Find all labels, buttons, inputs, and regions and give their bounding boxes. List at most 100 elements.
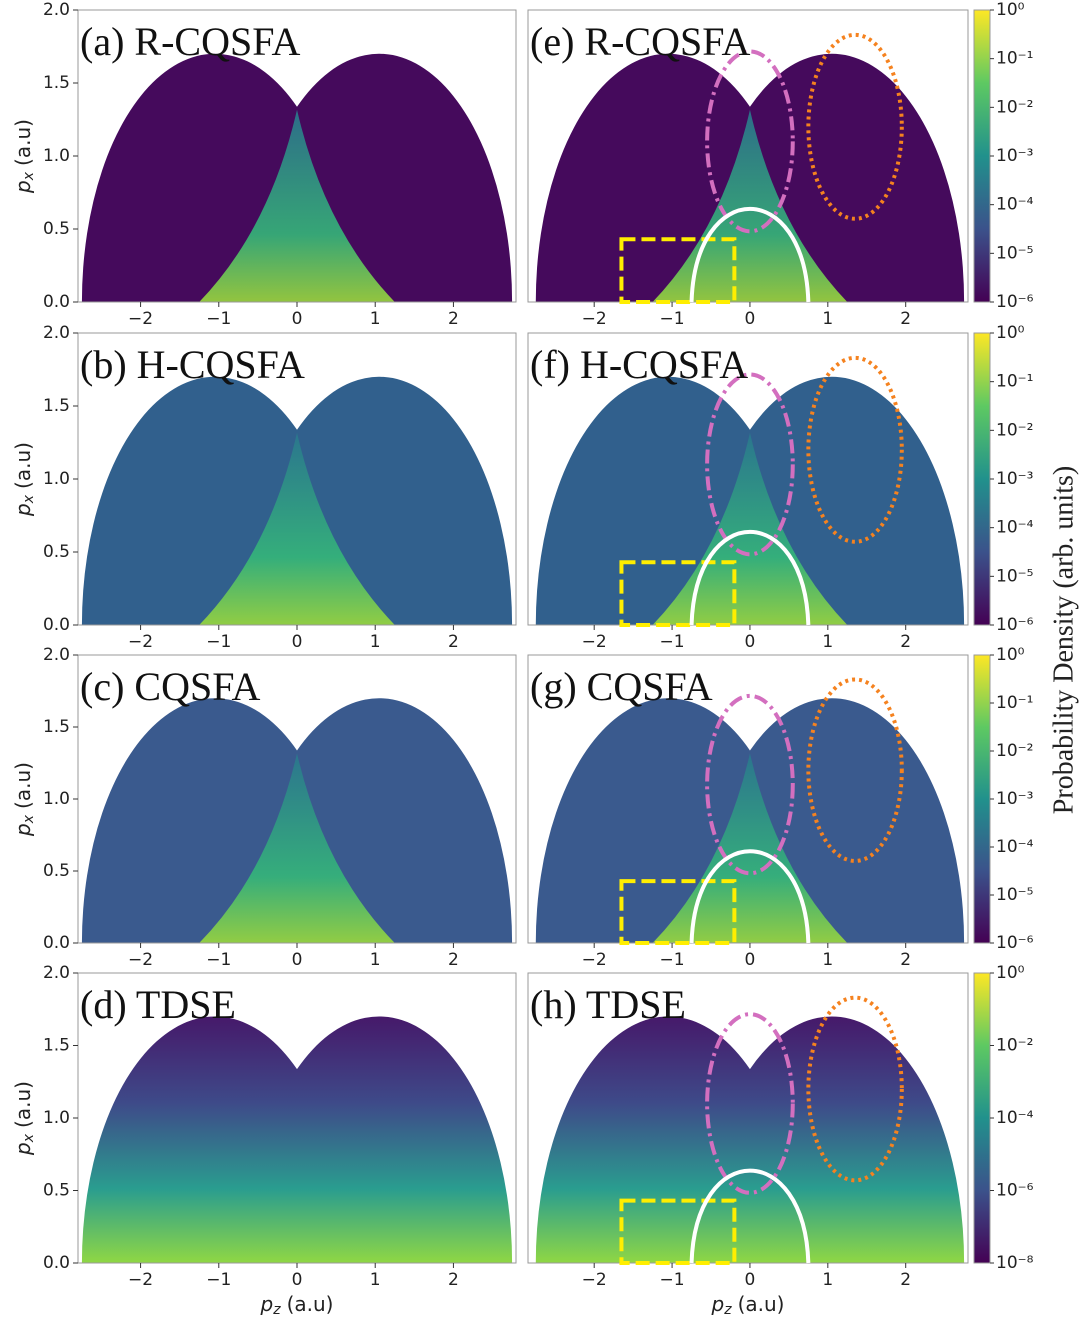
x-tick-label: 1 [370,950,381,970]
colorbar-tick-label: 10⁻² [996,1036,1033,1056]
colorbar-tick-label: 10⁻³ [996,789,1033,809]
y-axis-label: px(a.u) [11,442,38,517]
panel [535,1016,965,1263]
colorbar-tick-label: 10⁰ [996,323,1025,343]
y-axis-label: px(a.u) [11,1081,38,1156]
colorbar-tick-label: 10⁻¹ [996,49,1033,69]
panel-title: (b) H-CQSFA [80,342,305,387]
y-tick-label: 2.0 [43,645,70,665]
annotation-box [619,879,737,946]
colorbar [973,332,991,626]
colorbar-tick-label: 10⁰ [996,963,1025,983]
colorbar [973,654,991,944]
x-axis-label: pz (a.u) [260,1292,334,1319]
annotation-ellipse [806,32,904,221]
panel [81,1016,513,1263]
panel-title: (c) CQSFA [80,664,260,709]
y-tick-label: 1.0 [43,789,70,809]
x-tick-label: 2 [448,950,459,970]
colorbar [973,9,991,303]
annotation-arc [689,849,811,944]
x-tick-label: −2 [582,1270,607,1290]
panel [535,53,965,302]
x-tick-label: 2 [448,632,459,652]
x-tick-label: −1 [660,1270,685,1290]
colorbar-tick-label: 10⁻⁴ [996,1108,1034,1128]
x-tick-label: 1 [822,950,833,970]
colorbar-tick-label: 10⁻² [996,741,1033,761]
x-tick-label: −2 [128,1270,153,1290]
x-tick-label: 2 [448,309,459,329]
x-tick-label: 0 [292,632,303,652]
colorbar-tick-label: 10⁻³ [996,469,1033,489]
x-tick-label: −1 [206,950,231,970]
density-core [199,753,395,943]
x-tick-label: −2 [128,950,153,970]
density-region [535,1016,965,1263]
colorbar-tick-label: 10⁻⁴ [996,195,1034,215]
colorbar-tick-label: 10⁻⁵ [996,566,1033,586]
x-tick-label: 0 [745,950,756,970]
y-tick-label: 0.5 [43,861,70,881]
y-axis-label: px(a.u) [11,762,38,837]
panel [81,376,513,625]
y-tick-label: 1.0 [43,469,70,489]
y-tick-label: 1.0 [43,1108,70,1128]
y-tick-label: 2.0 [43,323,70,343]
y-tick-label: 1.5 [43,73,70,93]
x-tick-label: 0 [745,632,756,652]
x-tick-label: 1 [370,1270,381,1290]
panel [535,376,965,625]
colorbar-tick-label: 10⁻¹ [996,372,1033,392]
x-tick-label: −1 [660,309,685,329]
x-tick-label: −1 [206,632,231,652]
x-tick-label: −2 [582,632,607,652]
x-tick-label: −1 [660,632,685,652]
x-tick-label: 2 [900,309,911,329]
annotation-arc [689,1168,811,1264]
x-tick-label: 2 [448,1270,459,1290]
colorbar-tick-label: 10⁻² [996,97,1033,117]
panel-title: (a) R-CQSFA [80,19,300,64]
colorbar-tick-label: 10⁻⁵ [996,243,1033,263]
x-tick-label: 0 [292,950,303,970]
panel-title: (e) R-CQSFA [530,19,750,64]
x-tick-label: −1 [206,309,231,329]
y-tick-label: 2.0 [43,0,70,20]
colorbar-tick-label: 10⁻⁴ [996,837,1034,857]
y-tick-label: 0.0 [43,1253,70,1273]
colorbar-label: Probability Density (arb. units) [1048,466,1079,814]
colorbar-tick-label: 10⁻⁶ [996,933,1034,953]
y-axis-label: px(a.u) [11,119,38,194]
annotation-arc [689,207,811,303]
x-tick-label: 1 [822,309,833,329]
annotation-box [619,1198,737,1266]
x-tick-label: 1 [822,1270,833,1290]
colorbar-tick-label: 10⁻⁴ [996,518,1034,538]
colorbar-tick-label: 10⁰ [996,645,1025,665]
x-tick-label: 0 [745,1270,756,1290]
colorbar [973,972,991,1264]
colorbar-tick-label: 10⁻⁵ [996,885,1033,905]
x-tick-label: 2 [900,632,911,652]
axes-frame [527,332,969,626]
annotation-ellipse [806,995,904,1183]
x-tick-label: −2 [582,309,607,329]
annotation-ellipse [806,355,904,544]
y-tick-label: 1.0 [43,146,70,166]
x-tick-label: 2 [900,1270,911,1290]
x-tick-label: 1 [822,632,833,652]
y-tick-label: 1.5 [43,717,70,737]
panel-title: (h) TDSE [530,982,686,1027]
panel [81,53,513,302]
y-tick-label: 0.0 [43,615,70,635]
panel-title: (d) TDSE [80,982,236,1027]
axes-frame [527,972,969,1264]
annotation-box [619,560,737,627]
annotation-circle [705,372,795,557]
annotation-circle [705,1012,795,1195]
x-tick-label: 2 [900,950,911,970]
colorbar-tick-label: 10⁻⁶ [996,292,1034,312]
x-tick-label: −2 [582,950,607,970]
